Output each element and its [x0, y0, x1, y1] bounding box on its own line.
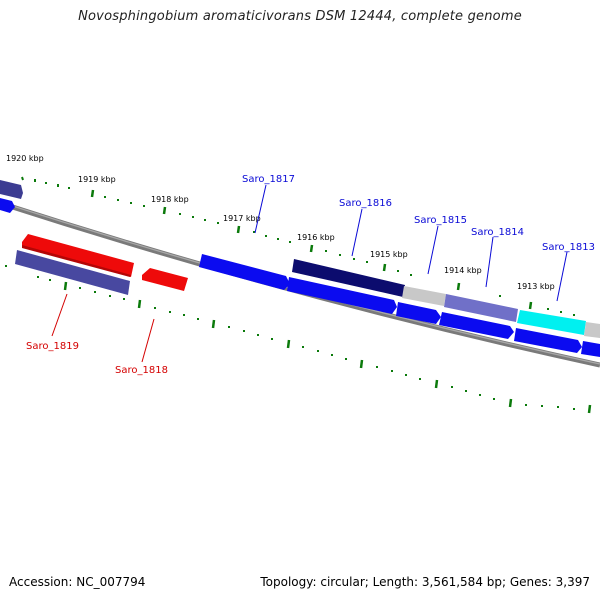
- tick-major: [286, 339, 291, 349]
- gene-feature-blue[interactable]: [514, 328, 582, 353]
- gene-saro-1815[interactable]: [396, 302, 441, 324]
- tick-major: [162, 206, 167, 215]
- tick-major: [382, 263, 387, 272]
- tick-major: [63, 281, 68, 291]
- leader-saro-1819: [51, 293, 68, 337]
- scale-labels: 1920 kbp 1919 kbp 1918 kbp 1917 kbp 1916…: [6, 154, 555, 291]
- scale-label: 1915 kbp: [370, 250, 408, 259]
- tick-outer: [21, 176, 24, 181]
- gene-fragment[interactable]: [0, 180, 23, 199]
- tick-major: [528, 301, 533, 310]
- scale-label: 1920 kbp: [6, 154, 44, 163]
- gene-feature-purple[interactable]: [15, 250, 130, 295]
- gene-label-saro-1819[interactable]: Saro_1819: [26, 341, 79, 352]
- gene-feature-grey[interactable]: [402, 286, 446, 306]
- genome-title: Novosphingobium aromaticivorans DSM 1244…: [78, 9, 522, 24]
- leader-saro-1814: [485, 236, 494, 288]
- scale-label: 1914 kbp: [444, 266, 482, 275]
- gene-label-saro-1816[interactable]: Saro_1816: [339, 198, 392, 209]
- gene-saro-1813[interactable]: [517, 310, 586, 335]
- leader-saro-1818: [141, 318, 155, 363]
- gene-leaders: [51, 184, 568, 363]
- tick-major: [236, 225, 241, 234]
- scale-label: 1916 kbp: [297, 233, 335, 242]
- gene-saro-1819-shade: [22, 245, 131, 277]
- tick-major: [211, 319, 216, 329]
- leader-saro-1815: [427, 225, 439, 275]
- leader-saro-1813: [556, 251, 568, 302]
- gene-saro-1814[interactable]: [444, 294, 518, 322]
- tick-major: [587, 404, 592, 414]
- tick-major: [434, 379, 439, 389]
- scale-label: 1918 kbp: [151, 195, 189, 204]
- scale-ticks: [5, 176, 592, 414]
- gene-feature-blue[interactable]: [287, 277, 397, 314]
- scale-label: 1919 kbp: [78, 175, 116, 184]
- tick-major: [90, 189, 95, 198]
- gene-feature-grey[interactable]: [584, 322, 600, 338]
- gene-label-saro-1818[interactable]: Saro_1818: [115, 365, 168, 376]
- leader-saro-1816: [351, 208, 363, 257]
- scale-label: 1917 kbp: [223, 214, 261, 223]
- gene-track: [0, 180, 600, 357]
- genome-summary-text: Topology: circular; Length: 3,561,584 bp…: [260, 575, 590, 589]
- gene-saro-1819-top[interactable]: [22, 234, 134, 277]
- gene-saro-1818[interactable]: [142, 268, 188, 291]
- gene-feature-blue[interactable]: [581, 341, 600, 357]
- gene-feature-blue[interactable]: [439, 312, 514, 339]
- gene-label-saro-1813[interactable]: Saro_1813: [542, 242, 595, 253]
- leader-saro-1817: [254, 184, 267, 234]
- accession-text: Accession: NC_007794: [9, 575, 146, 589]
- tick-major: [456, 282, 461, 291]
- gene-label-saro-1814[interactable]: Saro_1814: [471, 227, 524, 238]
- gene-saro-1816[interactable]: [292, 259, 405, 297]
- gene-label-saro-1815[interactable]: Saro_1815: [414, 215, 467, 226]
- tick-major: [309, 244, 314, 253]
- tick-major: [137, 299, 142, 309]
- gene-fragment[interactable]: [0, 198, 15, 213]
- tick-major: [359, 359, 364, 369]
- gene-saro-1817[interactable]: [199, 254, 290, 290]
- gene-label-saro-1817[interactable]: Saro_1817: [242, 174, 295, 185]
- gene-labels: Saro_1817 Saro_1816 Saro_1815 Saro_1814 …: [26, 174, 595, 376]
- tick-major: [508, 398, 513, 408]
- scale-label: 1913 kbp: [517, 282, 555, 291]
